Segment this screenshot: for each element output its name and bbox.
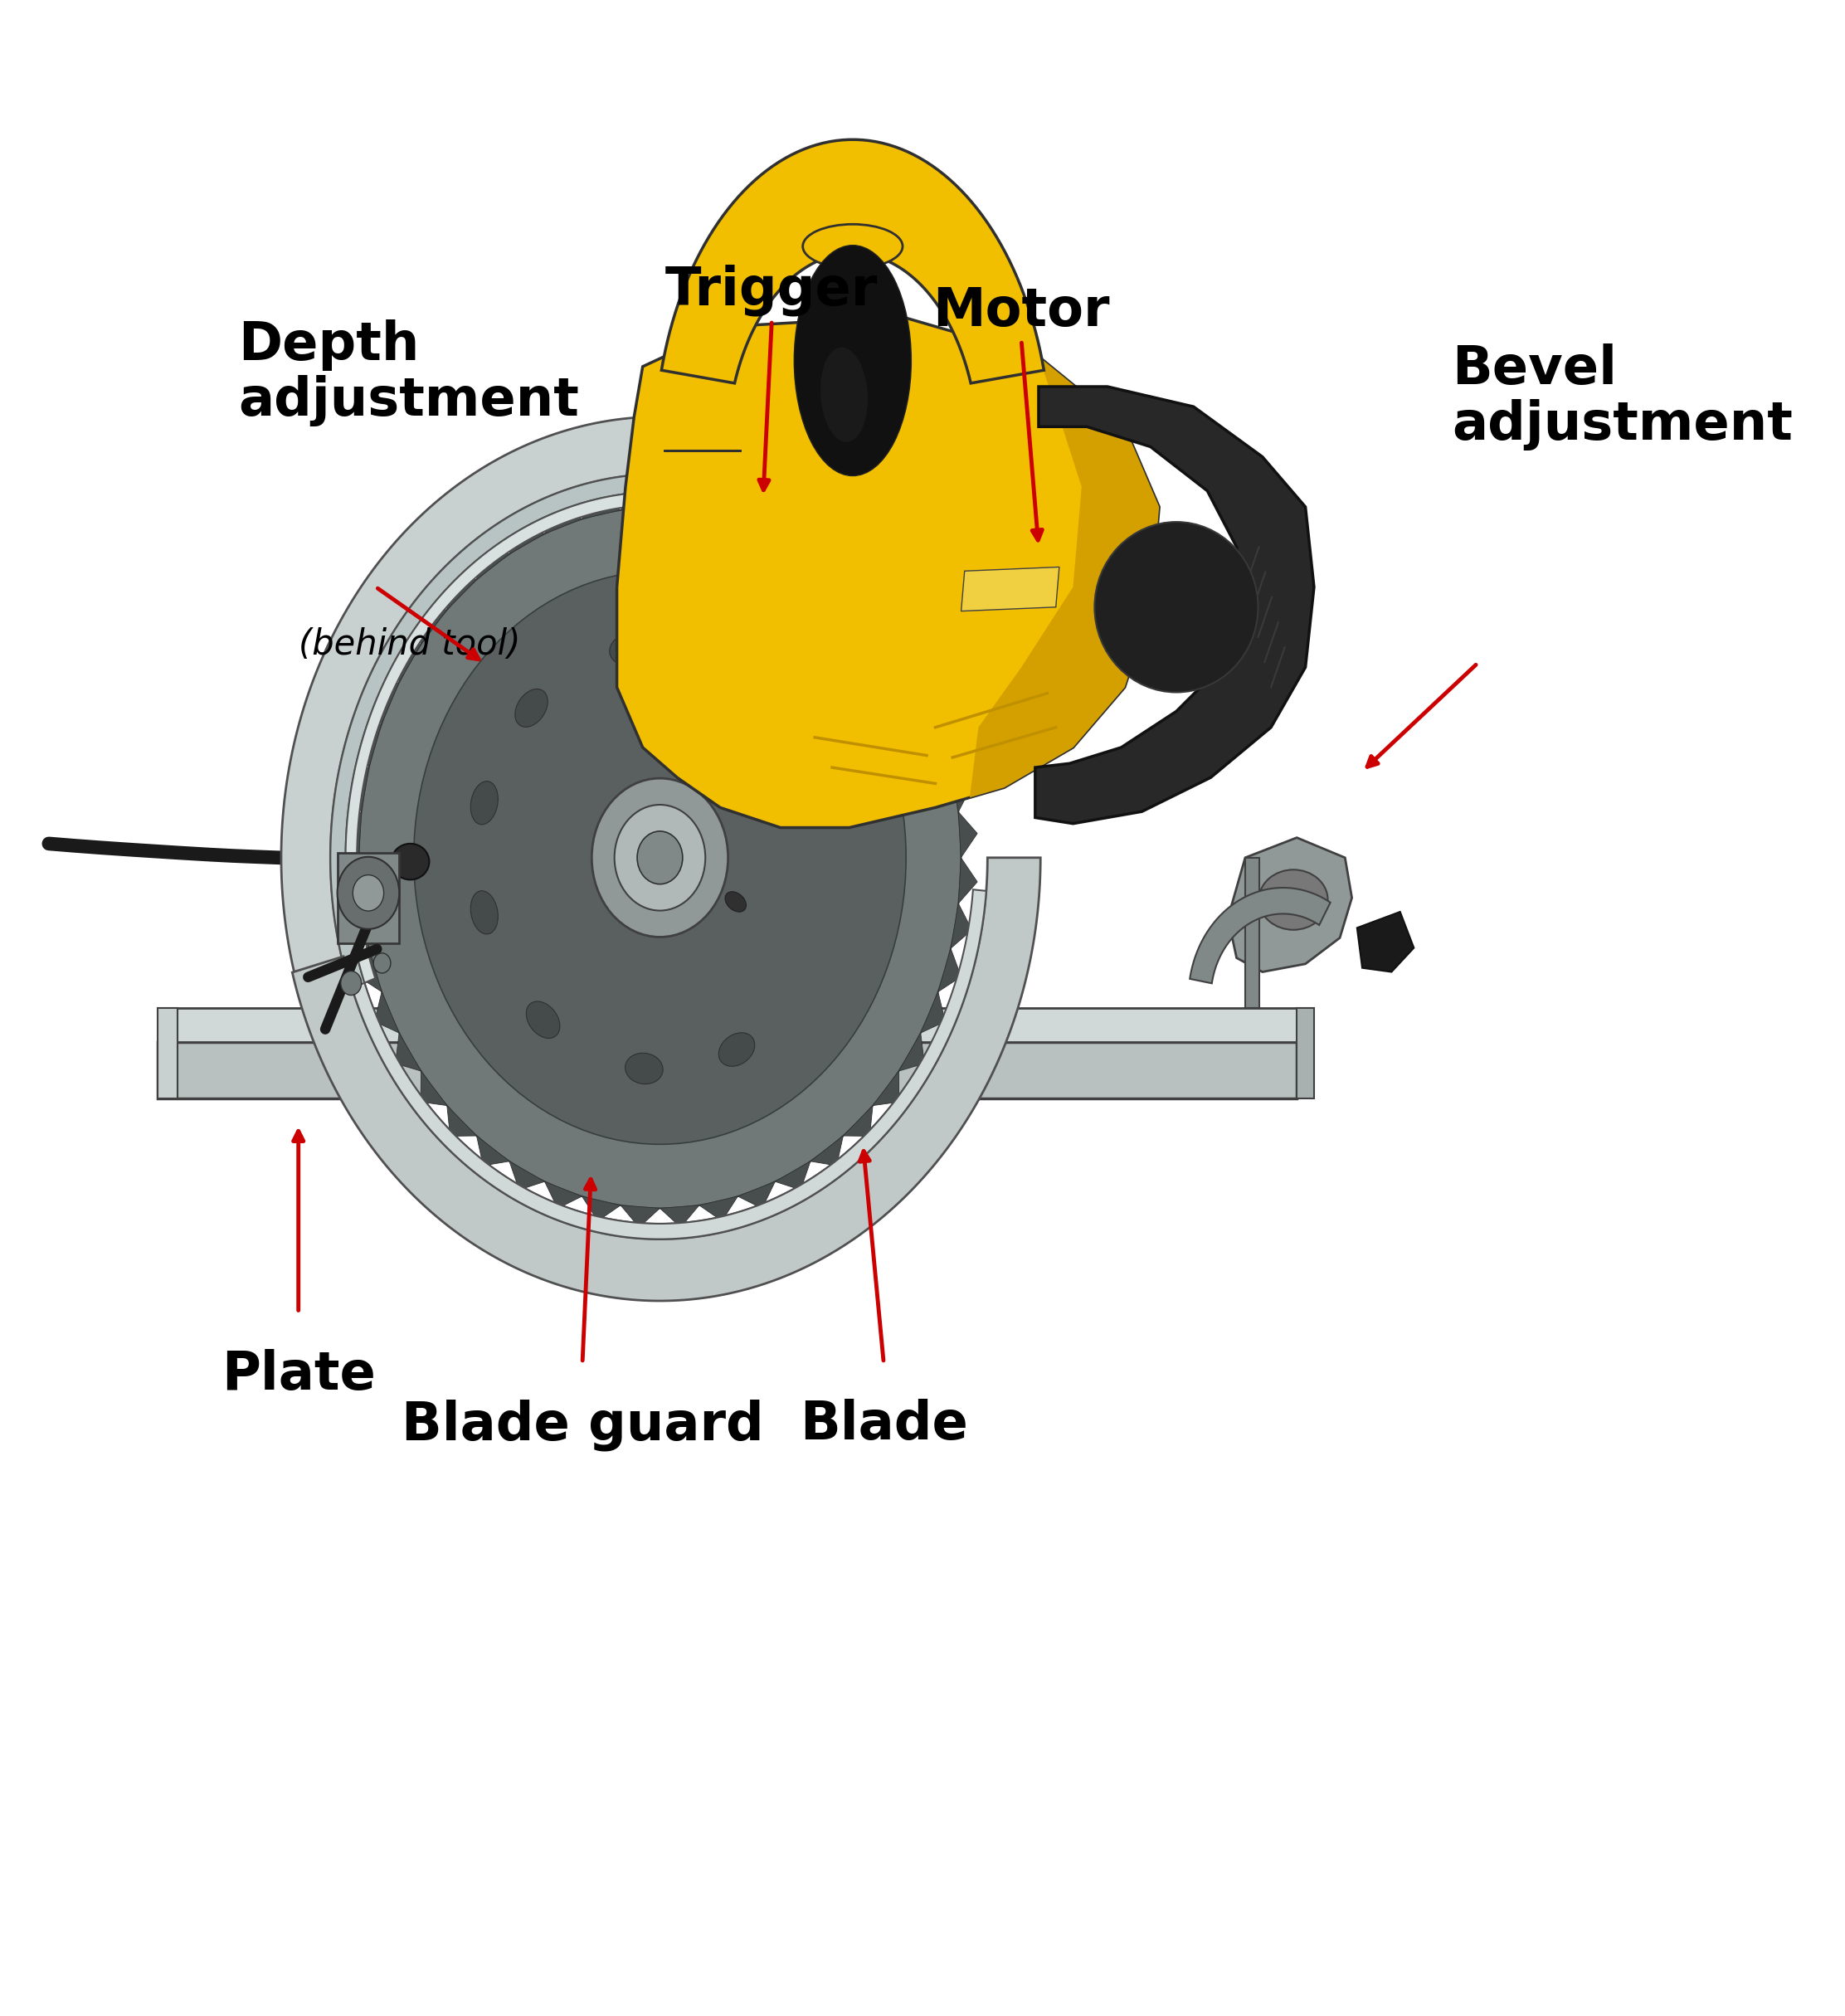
Circle shape [338,857,399,929]
Polygon shape [775,526,810,554]
Polygon shape [280,417,1017,1298]
Polygon shape [544,1181,581,1208]
Polygon shape [395,1032,421,1070]
Polygon shape [873,609,899,645]
Polygon shape [349,903,369,948]
Polygon shape [699,494,738,518]
Polygon shape [375,681,399,724]
Polygon shape [662,139,1044,383]
Polygon shape [738,506,775,534]
Polygon shape [330,474,969,1242]
Polygon shape [661,488,699,510]
Polygon shape [343,857,362,903]
Circle shape [592,778,729,937]
Polygon shape [961,566,1059,611]
Polygon shape [345,492,932,984]
Polygon shape [970,357,1159,798]
Polygon shape [157,1008,1301,1042]
Circle shape [358,508,961,1208]
Text: Bevel
adjustment: Bevel adjustment [1452,345,1793,452]
Ellipse shape [803,224,902,268]
Polygon shape [157,1008,177,1099]
Polygon shape [509,526,544,554]
Text: (behind tool): (behind tool) [299,627,520,661]
Polygon shape [699,1195,738,1222]
Text: Depth
adjustment: Depth adjustment [238,321,579,427]
Polygon shape [620,1206,661,1228]
Polygon shape [352,889,987,1240]
Ellipse shape [470,891,498,933]
Polygon shape [509,1161,544,1189]
Text: Trigger: Trigger [666,264,878,317]
Ellipse shape [720,1032,755,1066]
Polygon shape [581,494,620,518]
Polygon shape [661,1206,699,1228]
Polygon shape [1190,887,1330,984]
Text: Plate: Plate [221,1349,376,1401]
Polygon shape [1035,387,1314,825]
Polygon shape [958,812,978,857]
Polygon shape [775,1161,810,1189]
Polygon shape [899,645,924,681]
Polygon shape [620,488,661,510]
Polygon shape [349,766,369,812]
Polygon shape [476,1135,509,1165]
Polygon shape [476,550,509,579]
Circle shape [614,804,705,911]
Polygon shape [446,579,476,609]
Polygon shape [395,645,421,681]
Ellipse shape [1094,522,1258,691]
Polygon shape [1358,911,1413,972]
Text: Blade: Blade [799,1399,969,1450]
Ellipse shape [725,891,745,911]
Polygon shape [958,857,978,903]
Polygon shape [810,1135,843,1165]
Polygon shape [921,992,945,1032]
Polygon shape [873,1070,899,1105]
Polygon shape [843,579,873,609]
Polygon shape [950,903,972,948]
Polygon shape [1229,837,1352,972]
Polygon shape [375,992,399,1032]
Ellipse shape [609,633,648,665]
Polygon shape [810,550,843,579]
Polygon shape [292,857,1041,1300]
Circle shape [413,571,906,1145]
Polygon shape [616,317,1159,829]
Polygon shape [421,1070,446,1105]
Ellipse shape [793,246,911,476]
Ellipse shape [391,843,430,879]
Polygon shape [421,609,446,645]
Ellipse shape [470,782,498,825]
Circle shape [373,954,391,974]
Polygon shape [921,681,945,724]
Polygon shape [950,766,972,812]
Polygon shape [843,1105,873,1137]
Ellipse shape [625,1052,662,1085]
Ellipse shape [1258,869,1328,929]
Polygon shape [937,948,961,992]
Polygon shape [937,724,961,766]
Ellipse shape [515,689,548,728]
Polygon shape [338,853,399,943]
Polygon shape [446,1105,476,1137]
Polygon shape [581,1195,620,1222]
Polygon shape [1297,1008,1314,1099]
Polygon shape [358,724,382,766]
Polygon shape [157,1042,1297,1099]
Text: Blade guard: Blade guard [400,1399,764,1452]
Polygon shape [343,812,362,857]
Polygon shape [1245,857,1258,1008]
Circle shape [637,831,683,885]
Polygon shape [544,506,581,534]
Circle shape [352,875,384,911]
Polygon shape [738,1181,775,1208]
Ellipse shape [526,1002,559,1038]
Ellipse shape [819,347,869,444]
Circle shape [341,972,362,996]
Polygon shape [899,1032,924,1070]
Polygon shape [358,948,382,992]
Text: Motor: Motor [934,284,1111,337]
